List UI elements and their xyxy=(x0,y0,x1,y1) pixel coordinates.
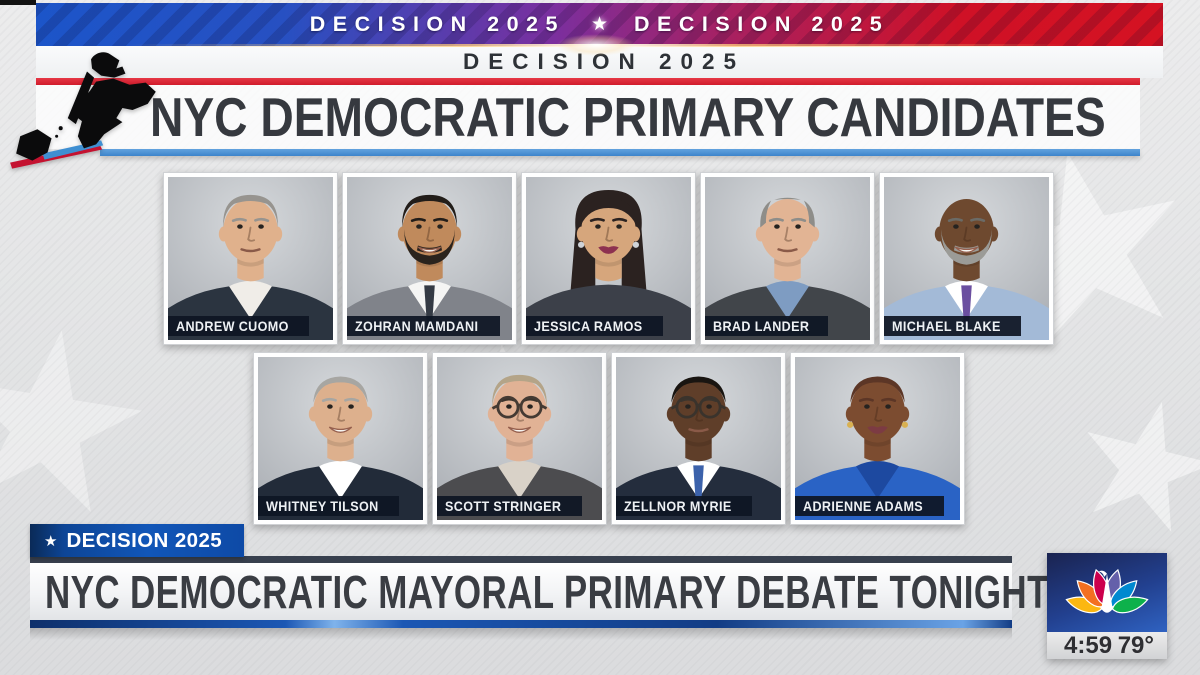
candidate-name: ANDREW CUOMO xyxy=(176,318,289,334)
frame-edge-sliver xyxy=(0,0,36,5)
candidate-name: BRAD LANDER xyxy=(713,318,810,334)
star-icon: ★ xyxy=(44,532,58,550)
candidate-card: BRAD LANDER xyxy=(700,172,875,345)
station-logo-box xyxy=(1047,553,1167,632)
candidate-card: ANDREW CUOMO xyxy=(163,172,338,345)
top-banner-text-left: DECISION 2025 xyxy=(309,12,565,36)
candidate-portrait-illustration xyxy=(616,357,781,520)
candidate-nameplate: ZELLNOR MYRIE xyxy=(616,496,752,516)
candidate-portrait-illustration xyxy=(884,177,1049,340)
candidate-card: ADRIENNE ADAMS xyxy=(790,352,965,525)
candidate-name: JESSICA RAMOS xyxy=(534,318,643,334)
decision-2025-top-banner: DECISION 2025 ★ DECISION 2025 xyxy=(36,3,1163,47)
page-title-text: NYC DEMOCRATIC PRIMARY CANDIDATES xyxy=(150,86,1106,148)
temperature: 79° xyxy=(1117,631,1154,659)
candidate-portrait-illustration xyxy=(437,357,602,520)
page-title: NYC DEMOCRATIC PRIMARY CANDIDATES xyxy=(150,90,1200,145)
candidate-card: JESSICA RAMOS xyxy=(521,172,696,345)
candidate-nameplate: JESSICA RAMOS xyxy=(526,316,663,336)
lower-third-top-strip xyxy=(30,556,1012,563)
candidate-nameplate: WHITNEY TILSON xyxy=(258,496,400,516)
candidate-row-1: ANDREW CUOMO ZOHRAN MAMDANI JESSICA RAMO… xyxy=(163,172,1054,345)
candidate-nameplate: ZOHRAN MAMDANI xyxy=(347,316,501,336)
candidate-name: ADRIENNE ADAMS xyxy=(803,498,924,514)
title-strip xyxy=(36,85,1140,149)
headline-text: NYC DEMOCRATIC MAYORAL PRIMARY DEBATE TO… xyxy=(45,565,1049,618)
background-flag-star: ★ xyxy=(0,270,175,570)
red-divider-line xyxy=(36,78,1140,85)
candidate-name: SCOTT STRINGER xyxy=(445,498,562,514)
candidate-photo xyxy=(168,177,333,340)
top-banner-text-right: DECISION 2025 xyxy=(634,12,890,36)
candidate-portrait-illustration xyxy=(168,177,333,340)
candidate-card: ZOHRAN MAMDANI xyxy=(342,172,517,345)
blue-divider-line xyxy=(100,149,1140,156)
badge-text: DECISION 2025 xyxy=(66,528,223,552)
kicker-strip: DECISION 2025 xyxy=(36,46,1163,78)
nbc-peacock-icon xyxy=(1065,568,1149,613)
candidate-portrait-illustration xyxy=(526,177,691,340)
candidate-photo xyxy=(526,177,691,340)
time-temp-strip: 4:59 79° xyxy=(1047,632,1167,659)
candidate-photo xyxy=(884,177,1049,340)
nyc-five-boroughs-map-icon xyxy=(10,52,156,169)
candidate-card: ZELLNOR MYRIE xyxy=(611,352,786,525)
lower-third-bottom-strip xyxy=(30,620,1012,628)
candidate-name: MICHAEL BLAKE xyxy=(892,318,1001,334)
candidate-name: WHITNEY TILSON xyxy=(266,498,379,514)
candidate-card: MICHAEL BLAKE xyxy=(879,172,1054,345)
candidate-photo xyxy=(437,357,602,520)
candidate-card: SCOTT STRINGER xyxy=(432,352,607,525)
decision-2025-badge: ★ DECISION 2025 xyxy=(30,524,244,557)
candidate-photo xyxy=(616,357,781,520)
lower-third-banner: NYC DEMOCRATIC MAYORAL PRIMARY DEBATE TO… xyxy=(30,563,1048,620)
candidate-name: ZELLNOR MYRIE xyxy=(624,498,732,514)
candidate-nameplate: BRAD LANDER xyxy=(705,316,829,336)
kicker-text: DECISION 2025 xyxy=(462,49,746,74)
clock-time: 4:59 xyxy=(1064,631,1113,659)
candidate-name: ZOHRAN MAMDANI xyxy=(355,318,479,334)
station-bug: 4:59 79° xyxy=(1047,553,1167,659)
candidate-row-2: WHITNEY TILSON SCOTT STRINGER ZELLNOR MY… xyxy=(253,352,965,525)
lower-third-shadow xyxy=(30,628,1012,640)
candidate-card: WHITNEY TILSON xyxy=(253,352,428,525)
candidate-nameplate: ADRIENNE ADAMS xyxy=(795,496,945,516)
candidate-nameplate: ANDREW CUOMO xyxy=(168,316,310,336)
candidate-nameplate: MICHAEL BLAKE xyxy=(884,316,1021,336)
background-flag-star: ★ xyxy=(1049,354,1200,576)
candidate-photo xyxy=(258,357,423,520)
star-icon: ★ xyxy=(590,14,609,35)
candidate-nameplate: SCOTT STRINGER xyxy=(437,496,583,516)
